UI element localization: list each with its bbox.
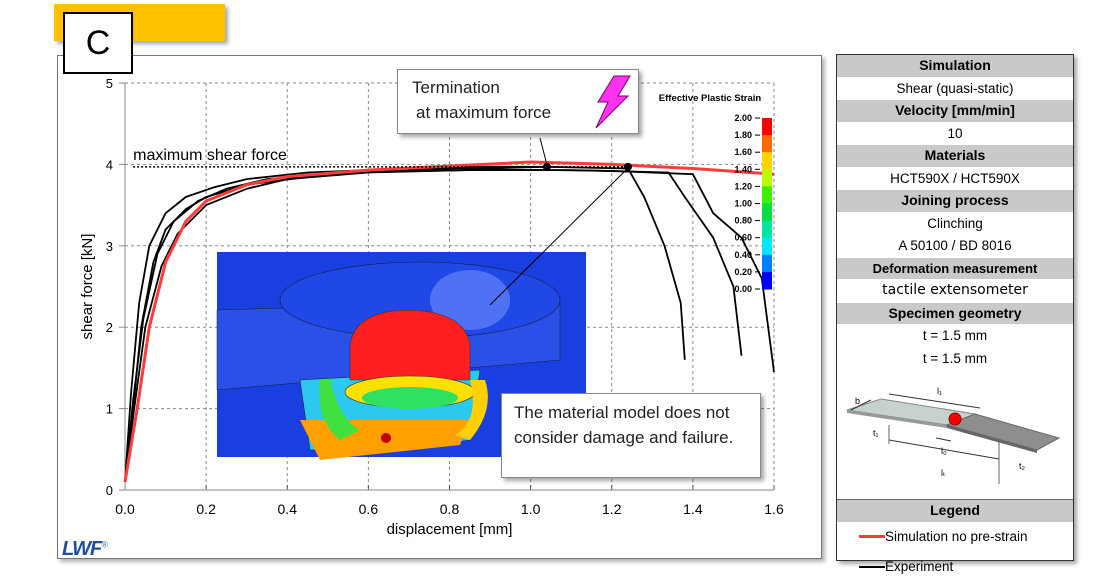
y-tick-label: 0 — [106, 483, 113, 498]
colorbar-title: Effective Plastic Strain — [659, 93, 762, 104]
x-tick-label: 1.2 — [602, 501, 622, 517]
chart: 0 1 2 3 4 5 0.0 0.2 0.4 0.6 0.8 1.0 1.2 1.4 1.6 displac… — [79, 76, 784, 538]
dim-l1: l₁ — [937, 386, 942, 396]
logo-text: LWF — [62, 538, 102, 560]
colorbar-tick-label: 1.40 — [734, 164, 752, 174]
dim-b: b — [855, 396, 860, 406]
max-force-marker — [542, 162, 551, 171]
termination-callout: Termination at maximum force — [397, 69, 639, 134]
x-tick-label: 1.6 — [764, 501, 784, 517]
series-line-experiment — [124, 165, 686, 482]
colorbar-tick-label: 0.00 — [734, 284, 752, 294]
y-tick-label: 4 — [106, 157, 113, 172]
dim-t1: t₁ — [873, 428, 879, 438]
y-tick-label: 2 — [106, 320, 113, 335]
x-tick-label: 1.4 — [683, 501, 703, 517]
material-note-callout: The material model does not consider dam… — [501, 393, 761, 478]
callout-pointer — [539, 137, 548, 166]
x-tick-label: 0.0 — [115, 501, 135, 517]
geometry-value-1: t = 1.5 mm — [837, 325, 1073, 348]
termination-line1: Termination — [412, 78, 500, 97]
colorbar-segment — [762, 186, 772, 204]
material-note-text: The material model does not consider dam… — [514, 403, 734, 447]
dim-l0: l₀ — [941, 446, 947, 456]
colorbar-tick-label: 0.40 — [734, 250, 752, 260]
info-panel: Simulation Shear (quasi-static) Velocity… — [836, 54, 1074, 574]
series-line-simulation-no-pre-strain — [123, 160, 775, 483]
x-tick-label: 1.0 — [521, 501, 541, 517]
colorbar-segment — [762, 254, 772, 273]
dim-t2: t₂ — [1019, 461, 1026, 471]
simulation-header: Simulation — [837, 55, 1073, 78]
joining-header: Joining process — [837, 190, 1073, 213]
logo-mark: ® — [101, 539, 108, 550]
series-line-experiment — [124, 168, 775, 483]
colorbar-segment — [762, 271, 772, 290]
colorbar-tick-label: 0.60 — [734, 233, 752, 243]
dim-lt: lₜ — [941, 468, 946, 478]
x-tick-label: 0.6 — [359, 501, 379, 517]
y-tick-label: 1 — [106, 402, 113, 417]
geometry-header: Specimen geometry — [837, 302, 1073, 325]
specimen-diagram: b l₁ l₀ lₜ t₁ t₂ — [837, 370, 1073, 499]
geometry-value-2: t = 1.5 mm — [837, 348, 1073, 370]
velocity-value: 10 — [837, 123, 1073, 145]
colorbar-tick-label: 1.20 — [734, 181, 752, 191]
simulation-value: Shear (quasi-static) — [837, 78, 1073, 100]
colorbar-tick-label: 2.00 — [734, 113, 752, 123]
legend-swatch-simulation — [859, 535, 885, 538]
colorbar-tick-label: 0.80 — [734, 216, 752, 226]
deformation-header: Deformation measurement — [837, 257, 1073, 280]
lwf-logo: LWF® — [62, 538, 108, 561]
max-force-marker — [623, 162, 632, 171]
colorbar-segment — [762, 152, 772, 170]
panel-label: C — [63, 12, 133, 74]
y-tick-label: 3 — [106, 239, 113, 254]
colorbar-segment — [762, 220, 772, 239]
deformation-value: tactile extensometer — [837, 280, 1073, 303]
x-tick-label: 0.4 — [278, 501, 298, 517]
colorbar-tick-label: 1.00 — [734, 199, 752, 209]
colorbar-segment — [762, 237, 772, 256]
legend-label: Simulation no pre-strain — [885, 529, 1028, 544]
materials-value: HCT590X / HCT590X — [837, 168, 1073, 190]
velocity-header: Velocity [mm/min] — [837, 100, 1073, 123]
lightning-icon — [595, 75, 631, 129]
materials-header: Materials — [837, 145, 1073, 168]
joining-value-2: A 50100 / BD 8016 — [837, 235, 1073, 258]
y-axis-label: shear force [kN] — [79, 234, 96, 340]
colorbar-tick-label: 0.20 — [734, 267, 752, 277]
x-axis-label: displacement [mm] — [387, 521, 513, 538]
termination-line2: at maximum force — [416, 103, 552, 122]
colorbar-segment — [762, 203, 772, 222]
legend-item-simulation: Simulation no pre-strain — [837, 525, 1073, 549]
simulation-inset-image — [216, 252, 586, 460]
max-force-label: maximum shear force — [133, 147, 287, 164]
x-tick-label: 0.2 — [196, 501, 216, 517]
legend-header: Legend — [837, 499, 1073, 523]
callout-pointer — [489, 167, 629, 306]
x-tick-label: 0.8 — [440, 501, 460, 517]
colorbar-segment — [762, 169, 772, 187]
colorbar-segment — [762, 118, 772, 136]
y-tick-label: 5 — [106, 76, 113, 91]
joining-value-1: Clinching — [837, 213, 1073, 235]
colorbar-segment — [762, 135, 772, 153]
colorbar-tick-label: 1.80 — [734, 130, 752, 140]
colorbar-tick-label: 1.60 — [734, 147, 752, 157]
